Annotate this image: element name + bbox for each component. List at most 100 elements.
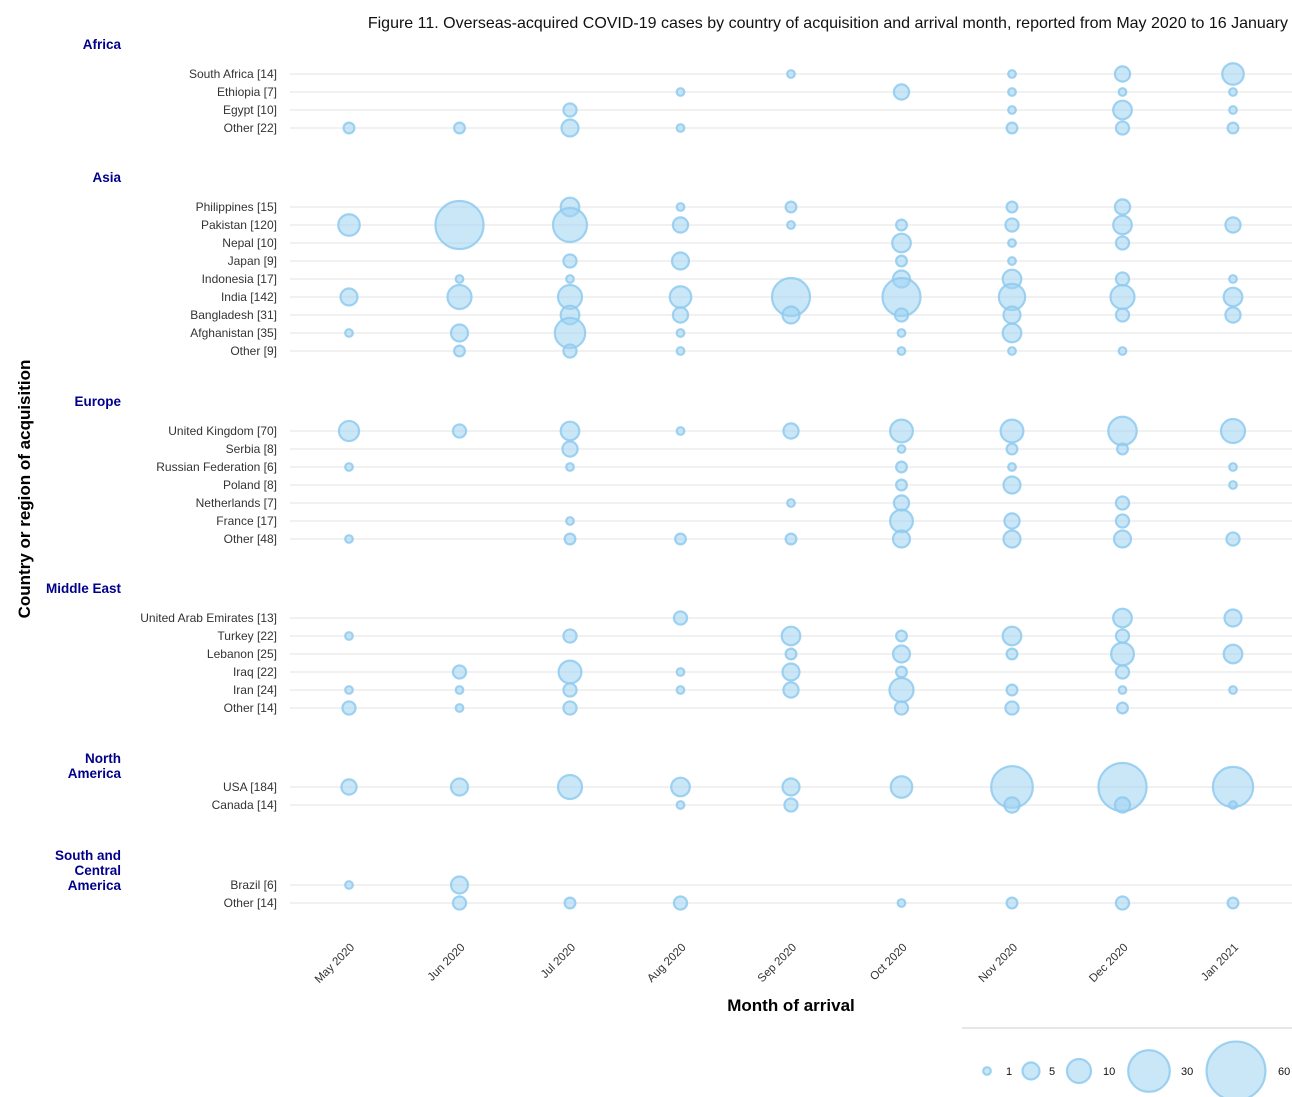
bubble bbox=[1114, 120, 1131, 136]
bubble bbox=[1109, 283, 1136, 311]
bubble bbox=[781, 305, 801, 325]
row-label: Russian Federation [6] bbox=[156, 460, 277, 474]
legend-bubble bbox=[982, 1066, 992, 1076]
bubble bbox=[782, 681, 800, 699]
row-label: Canada [14] bbox=[212, 798, 277, 812]
row-label: Other [9] bbox=[230, 344, 277, 358]
bubble bbox=[559, 420, 581, 442]
bubble bbox=[1219, 417, 1247, 445]
bubble bbox=[892, 494, 911, 512]
bubble bbox=[565, 274, 575, 284]
region-label: South and Central America bbox=[55, 848, 121, 893]
bubble bbox=[1226, 121, 1240, 135]
bubble bbox=[1007, 69, 1017, 79]
row-label: Indonesia [17] bbox=[202, 272, 277, 286]
bubble bbox=[1117, 685, 1128, 695]
bubble bbox=[1007, 105, 1017, 115]
bubble bbox=[891, 232, 912, 254]
legend-label: 30 bbox=[1181, 1066, 1193, 1078]
bubble bbox=[434, 199, 485, 251]
bubble bbox=[1114, 664, 1131, 680]
bubble bbox=[557, 659, 583, 685]
bubble bbox=[561, 440, 579, 458]
region-label: North America bbox=[68, 751, 122, 781]
bubble bbox=[341, 700, 357, 716]
bubble bbox=[675, 87, 686, 97]
bubble bbox=[1114, 895, 1131, 911]
bubble bbox=[891, 644, 912, 664]
row-label: France [17] bbox=[216, 514, 277, 528]
bubble bbox=[675, 346, 686, 356]
bubble bbox=[896, 346, 907, 356]
bubble bbox=[563, 532, 577, 546]
bubble bbox=[1112, 529, 1133, 549]
region-label: Europe bbox=[74, 394, 121, 409]
row-label: Netherlands [7] bbox=[196, 496, 277, 510]
bubble bbox=[562, 253, 578, 269]
row-label: Egypt [10] bbox=[223, 103, 277, 117]
bubble bbox=[1007, 238, 1017, 248]
bubble bbox=[781, 662, 801, 682]
bubble bbox=[344, 534, 354, 544]
bubble bbox=[780, 625, 802, 647]
bubble bbox=[451, 423, 468, 439]
bubble bbox=[672, 610, 689, 626]
bubble bbox=[1109, 641, 1135, 667]
x-tick-label: Aug 2020 bbox=[645, 942, 688, 985]
region-label: Africa bbox=[83, 37, 122, 52]
bubble bbox=[1004, 217, 1020, 233]
size-legend: 1 5 10 30 60 bbox=[962, 1027, 1292, 1097]
bubble bbox=[1228, 800, 1238, 810]
bubble bbox=[895, 218, 908, 232]
bubble bbox=[449, 777, 470, 797]
bubble bbox=[1226, 896, 1240, 910]
row-label: Bangladesh [31] bbox=[190, 308, 277, 322]
region-label-line: Central bbox=[74, 863, 121, 878]
bubble bbox=[1117, 87, 1128, 97]
bubble bbox=[1224, 306, 1242, 324]
x-tick-label: Dec 2020 bbox=[1087, 942, 1130, 985]
bubble bbox=[1005, 896, 1019, 910]
bubble bbox=[896, 328, 907, 338]
row-label: Serbia [8] bbox=[226, 442, 277, 456]
x-axis-ticks: May 2020 Jun 2020 Jul 2020 Aug 2020 Sep 2020… bbox=[313, 942, 1241, 986]
bubble bbox=[1222, 643, 1244, 665]
row-label: Poland [8] bbox=[223, 478, 277, 492]
bubble bbox=[1005, 442, 1019, 456]
bubble bbox=[672, 895, 689, 911]
x-tick-label: Oct 2020 bbox=[868, 942, 909, 983]
bubble bbox=[674, 532, 687, 546]
row-label: Nepal [10] bbox=[222, 236, 277, 250]
bubble bbox=[1112, 99, 1133, 121]
bubble bbox=[1112, 607, 1133, 629]
bubble bbox=[888, 508, 914, 534]
bubble bbox=[1228, 105, 1238, 115]
bubble bbox=[337, 213, 361, 237]
bubble bbox=[1112, 214, 1133, 236]
bubble bbox=[675, 202, 686, 212]
bubble bbox=[895, 478, 908, 492]
bubble bbox=[893, 307, 910, 323]
bubble bbox=[1003, 512, 1021, 530]
bubble bbox=[1221, 62, 1245, 86]
bubble bbox=[1002, 305, 1022, 325]
bubble bbox=[675, 328, 686, 338]
region-label-line: Europe bbox=[74, 394, 121, 409]
bubble bbox=[453, 121, 466, 135]
bubble bbox=[562, 628, 578, 644]
bubble bbox=[565, 516, 575, 526]
bubble bbox=[1007, 462, 1017, 472]
region-label-line: Asia bbox=[92, 170, 121, 185]
bubble bbox=[1114, 235, 1131, 251]
x-tick-label: Jul 2020 bbox=[539, 942, 578, 981]
bubble bbox=[1107, 415, 1138, 447]
bubble bbox=[786, 220, 796, 230]
bubble bbox=[1002, 475, 1022, 495]
row-label: Iran [24] bbox=[233, 683, 277, 697]
bubble bbox=[1225, 531, 1241, 547]
bubble bbox=[784, 647, 798, 661]
bubble bbox=[1222, 286, 1244, 308]
bubble bbox=[337, 419, 361, 443]
bubble bbox=[783, 797, 799, 813]
